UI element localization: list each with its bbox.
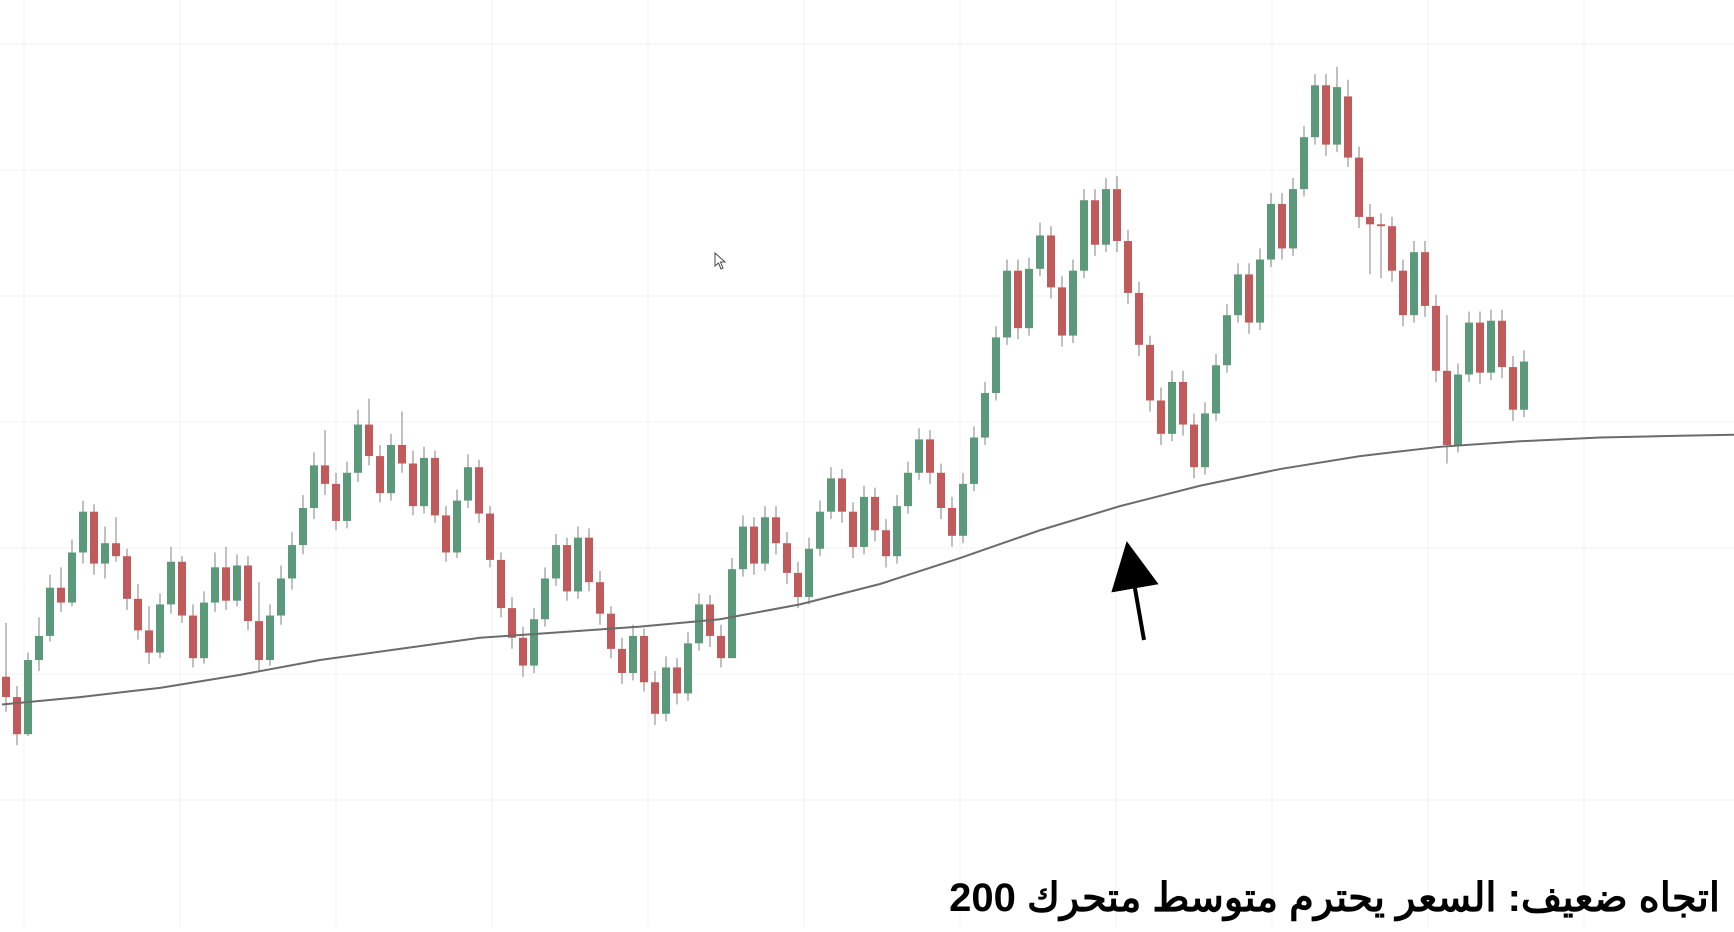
- candlestick-chart[interactable]: [0, 0, 1734, 927]
- chart-caption: اتجاه ضعيف: السعر يحترم متوسط متحرك 200: [949, 875, 1720, 921]
